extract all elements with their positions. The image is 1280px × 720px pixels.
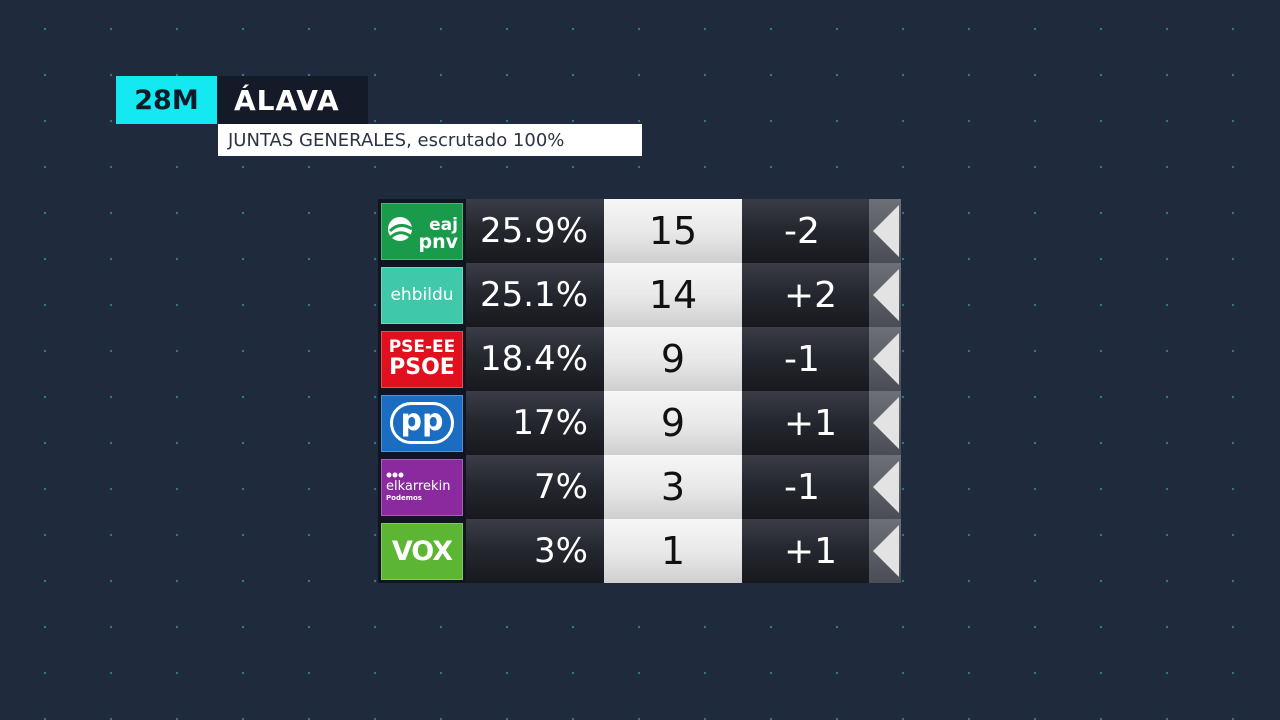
logo-text: pnv [418,230,458,253]
seat-change-value: -1 [784,338,820,380]
vote-percentage: 3% [466,519,604,583]
eaj-pnv-logo-icon: eaj pnv [381,202,463,260]
dots-icon [386,472,404,478]
seat-change-value: +2 [784,274,838,316]
psoe-logo-icon: PSE-EE PSOE [381,330,463,388]
seat-change: -1 [742,455,901,519]
seat-change-value: -1 [784,466,820,508]
party-logo: pp [378,391,466,455]
seat-change: +2 [742,263,901,327]
table-row: ehbildu 25.1% 14 +2 [378,263,901,327]
table-row: pp 17% 9 +1 [378,391,901,455]
region-title: ÁLAVA [217,76,368,124]
vote-percentage: 18.4% [466,327,604,391]
results-subtitle: JUNTAS GENERALES, escrutado 100% [218,124,642,156]
arrow-left-icon [869,199,901,263]
party-logo: VOX [378,519,466,583]
seat-count: 1 [604,519,742,583]
arrow-left-icon [869,391,901,455]
logo-text: Podemos [386,493,422,502]
arrow-left-icon [869,455,901,519]
header: 28M ÁLAVA [116,76,368,124]
logo-text: pp [400,403,444,438]
table-row: elkarrekin Podemos 7% 3 -1 [378,455,901,519]
arrow-left-icon [869,263,901,327]
pp-logo-icon: pp [381,394,463,452]
logo-text: VOX [391,535,453,567]
party-logo: PSE-EE PSOE [378,327,466,391]
arrow-left-icon [869,519,901,583]
vote-percentage: 17% [466,391,604,455]
table-row: PSE-EE PSOE 18.4% 9 -1 [378,327,901,391]
party-logo: eaj pnv [378,199,466,263]
seat-change-value: +1 [784,402,838,444]
vox-logo-icon: VOX [381,522,463,580]
arrow-left-icon [869,327,901,391]
seat-change-value: +1 [784,530,838,572]
vote-percentage: 7% [466,455,604,519]
seat-change: +1 [742,391,901,455]
ehbildu-logo-icon: ehbildu [381,266,463,324]
table-row: VOX 3% 1 +1 [378,519,901,583]
table-row: eaj pnv 25.9% 15 -2 [378,199,901,263]
vote-percentage: 25.1% [466,263,604,327]
election-tag: 28M [116,76,217,124]
seat-count: 15 [604,199,742,263]
seat-count: 9 [604,391,742,455]
results-table: eaj pnv 25.9% 15 -2 ehbildu 25.1% 14 +2 [378,199,901,583]
party-logo: ehbildu [378,263,466,327]
elkarrekin-logo-icon: elkarrekin Podemos [381,458,463,516]
seat-change: -1 [742,327,901,391]
eaj-pnv-leaf-icon [388,217,413,241]
seat-change-value: -2 [784,210,820,252]
logo-text: PSE-EE [388,336,456,357]
seat-change: +1 [742,519,901,583]
seat-count: 14 [604,263,742,327]
logo-text: eaj [429,214,458,235]
party-logo: elkarrekin Podemos [378,455,466,519]
logo-text: ehbildu [390,285,454,305]
seat-change: -2 [742,199,901,263]
seat-count: 9 [604,327,742,391]
logo-text: PSOE [389,355,455,381]
logo-text: elkarrekin [386,478,451,494]
vote-percentage: 25.9% [466,199,604,263]
seat-count: 3 [604,455,742,519]
